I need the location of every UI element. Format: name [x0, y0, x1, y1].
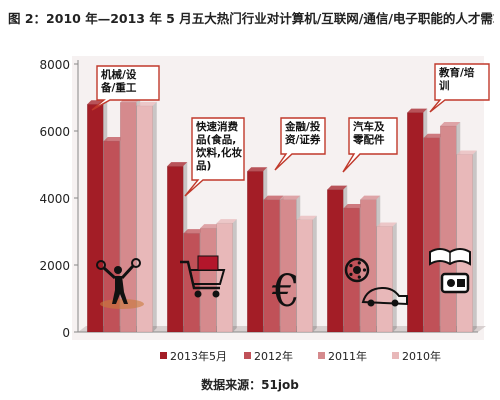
- y-tick-label: 2000: [39, 259, 70, 273]
- bar-top: [440, 121, 461, 126]
- bar-top: [200, 224, 221, 229]
- legend-swatch: [244, 352, 251, 359]
- bar-side: [392, 222, 397, 332]
- bar-top: [423, 133, 444, 138]
- figure-title: 图 2：2010 年—2013 年 5 月五大热门行业对计算机/互联网/通信/电…: [8, 11, 494, 26]
- legend: 2013年5月 2012年 2011年 2010年: [160, 349, 441, 363]
- legend-label: 2012年: [254, 349, 293, 363]
- svg-text:€: €: [271, 266, 300, 317]
- bar-top: [376, 222, 397, 227]
- legend-item: 2010年: [392, 349, 441, 363]
- category-callout: [274, 117, 326, 171]
- bar: [376, 226, 393, 333]
- category-callout: [184, 117, 245, 197]
- category-label: 机械/设备/重工: [100, 68, 137, 94]
- category-callout: [91, 65, 160, 111]
- source-note: 数据来源：51job: [201, 378, 299, 392]
- bar: [247, 170, 264, 333]
- bar-top: [327, 185, 348, 190]
- category-label: 金融/投资/证券: [284, 120, 321, 146]
- bar-top: [407, 108, 428, 113]
- bar-top: [103, 137, 124, 142]
- bar-top: [167, 162, 188, 167]
- legend-item: 2011年: [318, 349, 367, 363]
- bar-top: [296, 215, 317, 220]
- bar-top: [263, 195, 284, 200]
- bar: [200, 227, 217, 333]
- legend-swatch: [160, 352, 167, 359]
- bar: [167, 165, 184, 333]
- legend-label: 2013年5月: [170, 349, 227, 363]
- bar-side: [152, 101, 157, 332]
- category-label: 教育/培训: [438, 66, 475, 92]
- bar: [456, 154, 473, 333]
- y-tick-label: 6000: [39, 125, 70, 139]
- bar-top: [280, 195, 301, 200]
- legend-item: 2012年: [244, 349, 293, 363]
- legend-label: 2010年: [402, 349, 441, 363]
- education-icon: [429, 248, 471, 294]
- bar-side: [472, 150, 477, 332]
- legend-swatch: [318, 352, 325, 359]
- car-parts-icon: [344, 257, 408, 307]
- legend-swatch: [392, 352, 399, 359]
- bar-top: [343, 204, 364, 209]
- bar: [136, 105, 153, 333]
- bar: [87, 103, 104, 333]
- legend-label: 2011年: [328, 349, 367, 363]
- bar-top: [136, 101, 157, 106]
- bar-top: [183, 229, 204, 234]
- bar-top: [247, 167, 268, 172]
- legend-item: 2013年5月: [160, 349, 227, 363]
- bar: [440, 125, 457, 333]
- category-label: 汽车及零配件: [352, 120, 385, 146]
- category-callout: [342, 117, 398, 173]
- euro-icon: €: [271, 266, 300, 317]
- category-callout: [429, 63, 490, 113]
- bar: [216, 222, 233, 333]
- y-tick-label: 4000: [39, 192, 70, 206]
- bar: [423, 137, 440, 333]
- shopping-cart-icon: [180, 255, 226, 298]
- y-tick-label: 8000: [39, 58, 70, 72]
- bar-side: [232, 219, 237, 332]
- bar-top: [360, 195, 381, 200]
- bar-side: [312, 215, 317, 332]
- bar-top: [456, 150, 477, 155]
- category-label: 快速消费品(食品,饮料,化妆品): [195, 120, 242, 172]
- mechanic-icon: [96, 258, 144, 309]
- bar: [407, 112, 424, 333]
- bar-top: [216, 219, 237, 224]
- y-tick-label: 0: [62, 326, 70, 340]
- bar: [327, 189, 344, 333]
